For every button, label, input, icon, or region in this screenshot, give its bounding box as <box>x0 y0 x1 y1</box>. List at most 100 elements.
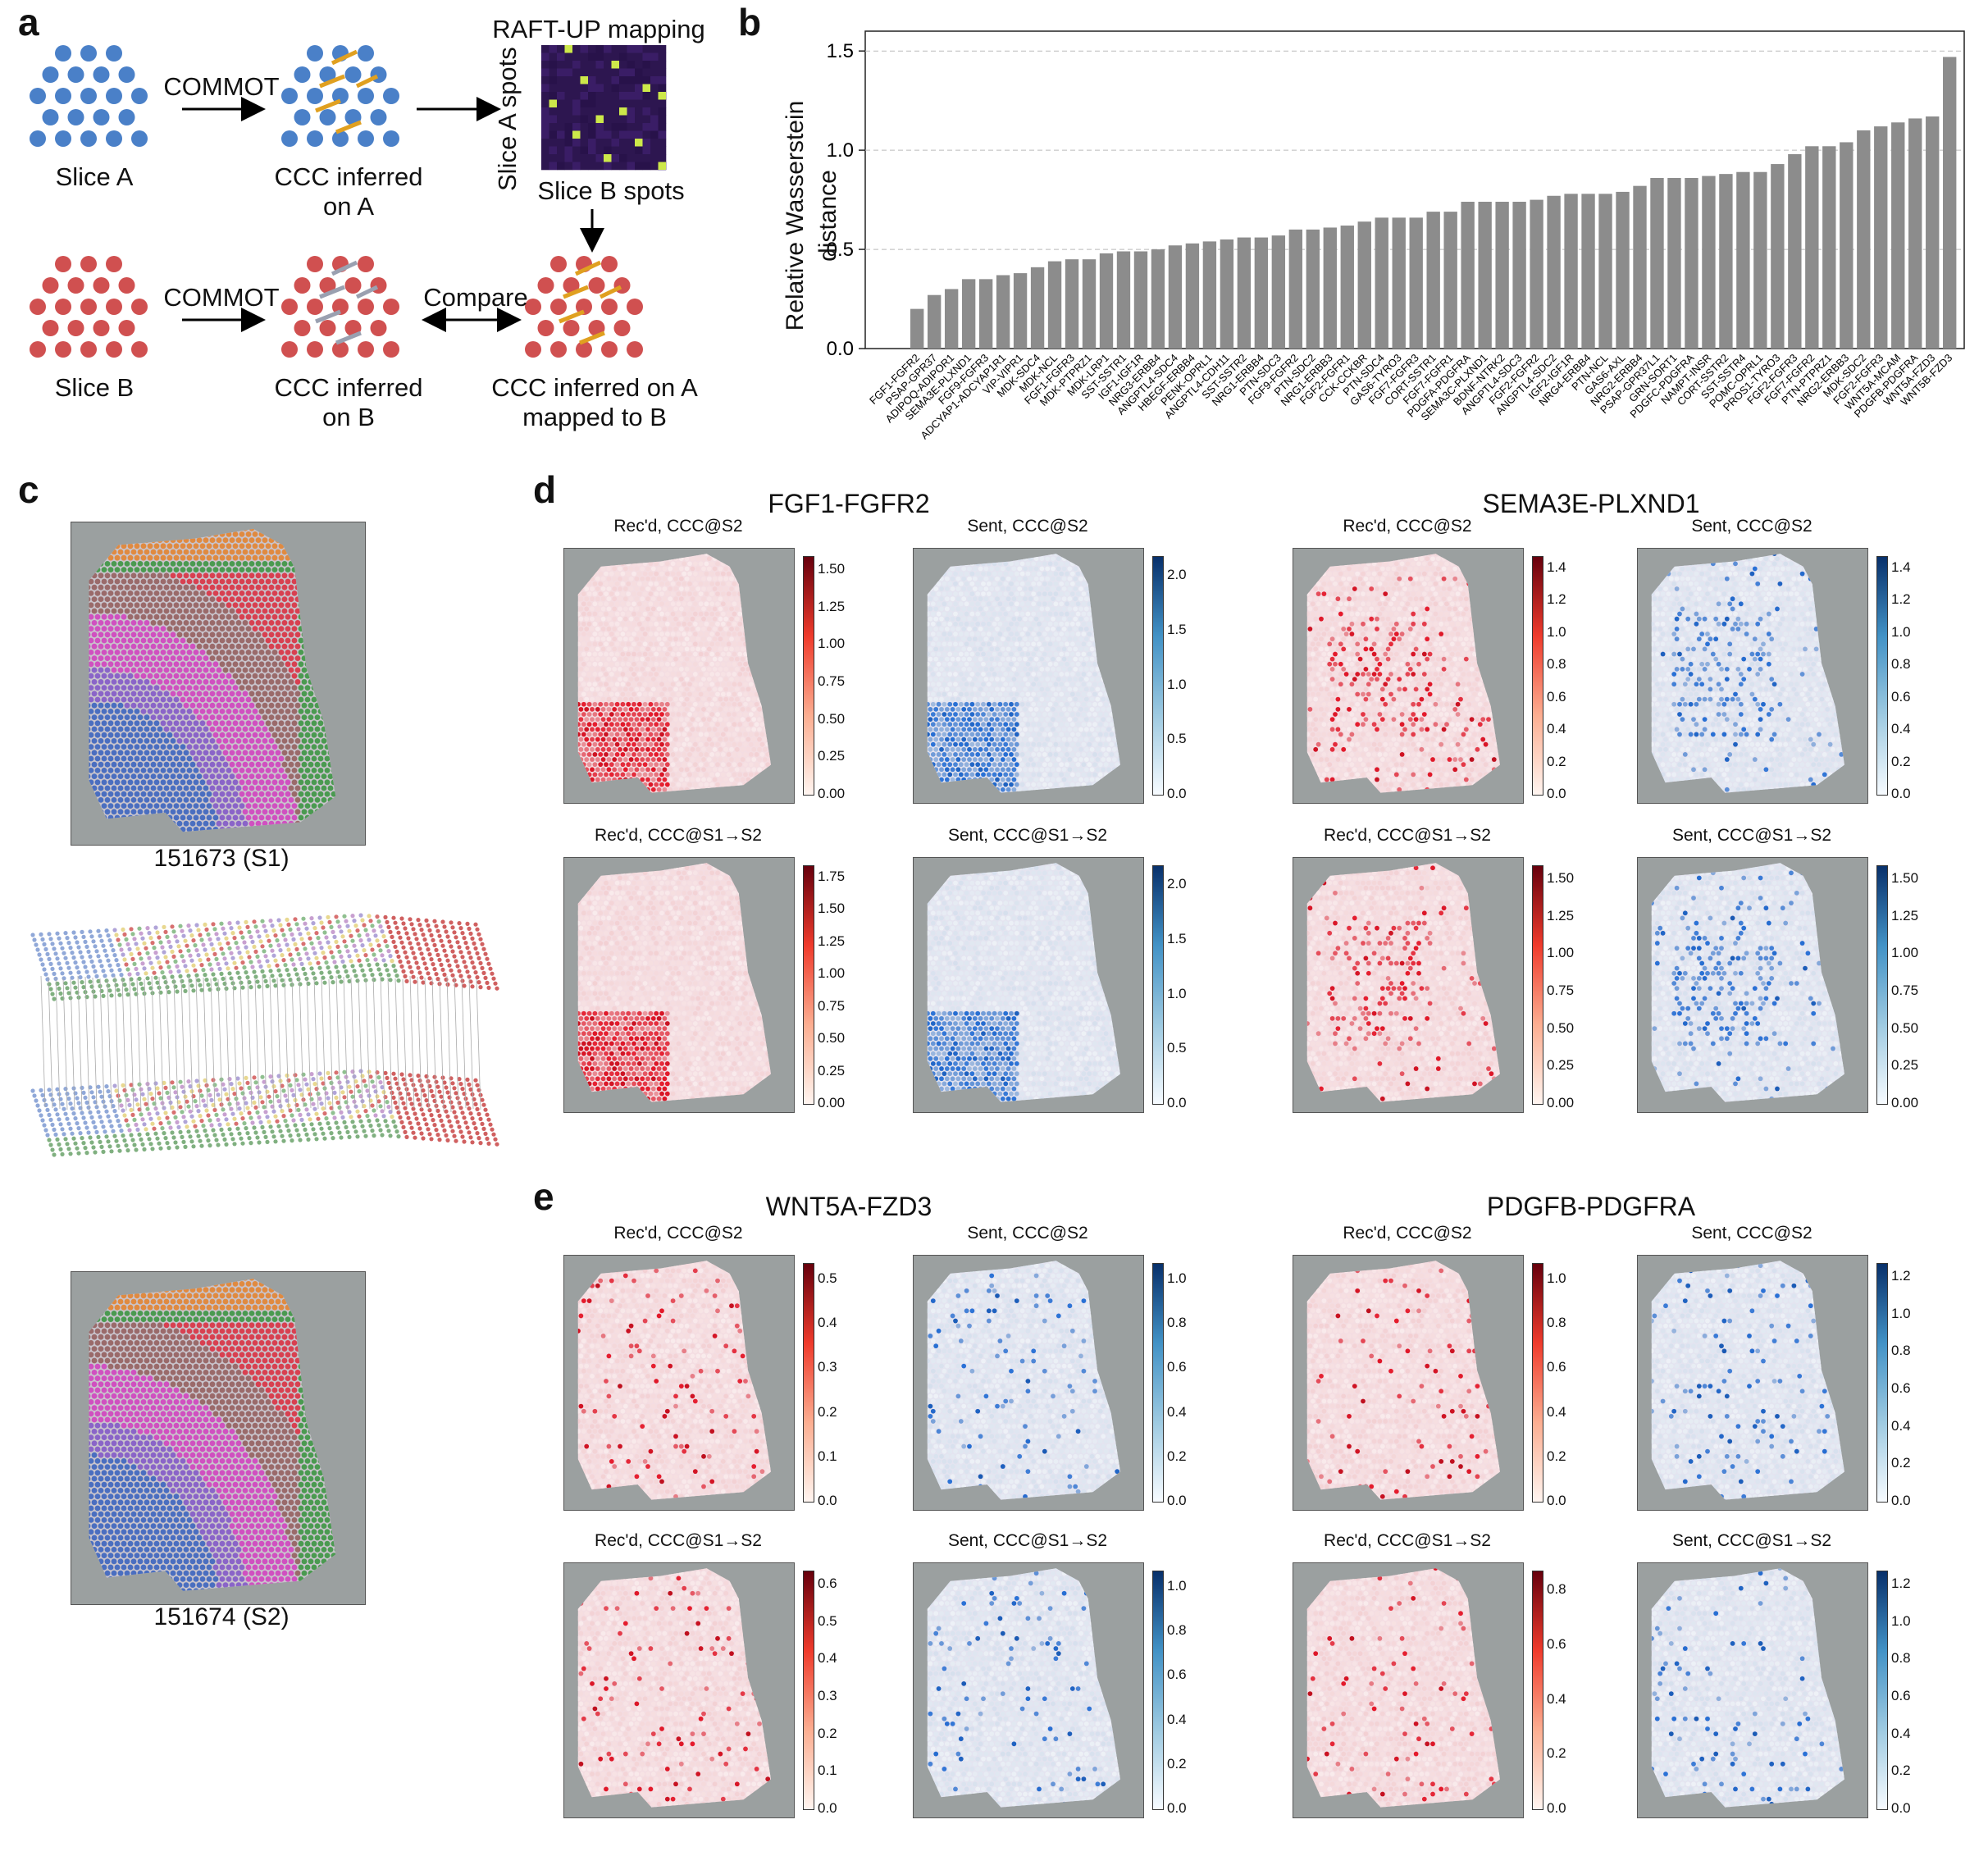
heat-cell <box>659 69 667 77</box>
heat-cell <box>643 123 651 131</box>
heat-cell <box>643 147 651 155</box>
colorbar-tick: 0.1 <box>818 1763 837 1779</box>
heat-cell <box>557 162 565 171</box>
heat-cell <box>612 147 620 155</box>
heat-cell <box>588 100 596 108</box>
spot <box>106 130 122 147</box>
spot <box>281 341 298 358</box>
heat-cell <box>635 123 643 131</box>
spot <box>320 109 336 125</box>
bar <box>1048 262 1061 349</box>
colorbar-tick: 0.8 <box>1547 1315 1566 1331</box>
bar <box>1461 202 1474 349</box>
colorbar-tick: 0.4 <box>1891 721 1911 737</box>
heat-cell <box>612 139 620 147</box>
colorbar-tick: 0.1 <box>818 1448 837 1465</box>
bar <box>1598 194 1612 349</box>
bar <box>1926 116 1939 349</box>
colorbar-tick: 1.2 <box>1891 1268 1911 1284</box>
heat-cell <box>565 131 573 139</box>
slice-a-label: Slice A <box>45 162 144 192</box>
bar <box>1530 200 1543 349</box>
bar <box>1203 241 1216 349</box>
heat-cell <box>596 154 604 162</box>
colorbar-tick: 0.6 <box>1547 1359 1566 1375</box>
colorbar-tick: 0.5 <box>818 1613 837 1630</box>
heat-cell <box>549 84 558 93</box>
colorbar-tick: 0.8 <box>1891 1343 1911 1359</box>
colorbar-tick: 1.50 <box>818 901 845 917</box>
heat-cell <box>572 100 581 108</box>
bar <box>1031 267 1044 349</box>
heat-cell <box>541 107 549 116</box>
colorbar-tick: 1.5 <box>1167 622 1187 638</box>
colorbar-tick: 0.6 <box>1167 1667 1187 1683</box>
heat-cell <box>596 61 604 69</box>
spatial-map <box>563 1255 795 1511</box>
colorbar <box>1152 865 1164 1105</box>
heat-cell <box>659 139 667 147</box>
heat-cell <box>659 116 667 124</box>
heat-cell <box>619 76 627 84</box>
colorbar-tick: 0.4 <box>1547 721 1566 737</box>
heat-cell <box>650 116 659 124</box>
colorbar-tick: 0.0 <box>1167 1493 1187 1509</box>
compare-label: Compare <box>410 283 541 312</box>
heat-cell <box>541 61 549 69</box>
heat-cell <box>650 76 659 84</box>
heat-cell <box>619 131 627 139</box>
heat-cell <box>612 162 620 171</box>
spot <box>68 109 84 125</box>
heat-cell <box>581 69 589 77</box>
colorbar-tick: 2.0 <box>1167 567 1187 583</box>
heat-cell <box>541 84 549 93</box>
heat-cell <box>612 45 620 53</box>
heat-cell <box>604 131 612 139</box>
bar <box>1874 126 1887 349</box>
subplot-title: Sent, CCC@S1→S2 <box>1621 826 1883 846</box>
bar <box>1117 251 1130 349</box>
heat-cell <box>627 92 636 100</box>
colorbar-tick: 0.5 <box>1167 731 1187 747</box>
heat-cell <box>557 154 565 162</box>
bar <box>1134 251 1147 349</box>
spot <box>358 341 374 358</box>
heat-cell <box>619 45 627 53</box>
heat-cell <box>572 116 581 124</box>
colorbar-tick: 0.50 <box>1891 1020 1918 1037</box>
heat-cell <box>643 61 651 69</box>
heat-cell <box>659 45 667 53</box>
heat-match <box>581 76 589 84</box>
colorbar-tick: 0.2 <box>1891 1455 1911 1471</box>
colorbar <box>1532 865 1543 1105</box>
colorbar <box>1876 1571 1888 1810</box>
spot <box>131 341 148 358</box>
bar <box>1822 146 1835 349</box>
colorbar-tick: 1.00 <box>1891 945 1918 961</box>
spot <box>30 341 46 358</box>
spot <box>307 130 323 147</box>
heat-cell <box>581 162 589 171</box>
spot <box>294 320 311 336</box>
colorbar <box>1532 1263 1543 1503</box>
heat-cell <box>596 69 604 77</box>
spatial-map <box>563 1562 795 1818</box>
colorbar-tick: 0.4 <box>818 1650 837 1667</box>
colorbar-tick: 0.6 <box>1891 1688 1911 1704</box>
heat-cell <box>643 131 651 139</box>
colorbar <box>1152 1263 1164 1503</box>
heat-cell <box>612 53 620 62</box>
heat-cell <box>635 92 643 100</box>
heat-cell <box>549 139 558 147</box>
heat-cell <box>565 116 573 124</box>
spot <box>106 88 122 104</box>
bar <box>979 279 992 349</box>
subplot-title: Sent, CCC@S2 <box>1621 517 1883 536</box>
spatial-map <box>1293 1562 1524 1818</box>
heat-cell <box>557 92 565 100</box>
heat-cell <box>619 154 627 162</box>
slice-b-label: Slice B <box>45 373 144 403</box>
colorbar-tick: 0.3 <box>818 1359 837 1375</box>
colorbar-tick: 0.2 <box>1167 1448 1187 1465</box>
heat-match <box>565 45 573 53</box>
